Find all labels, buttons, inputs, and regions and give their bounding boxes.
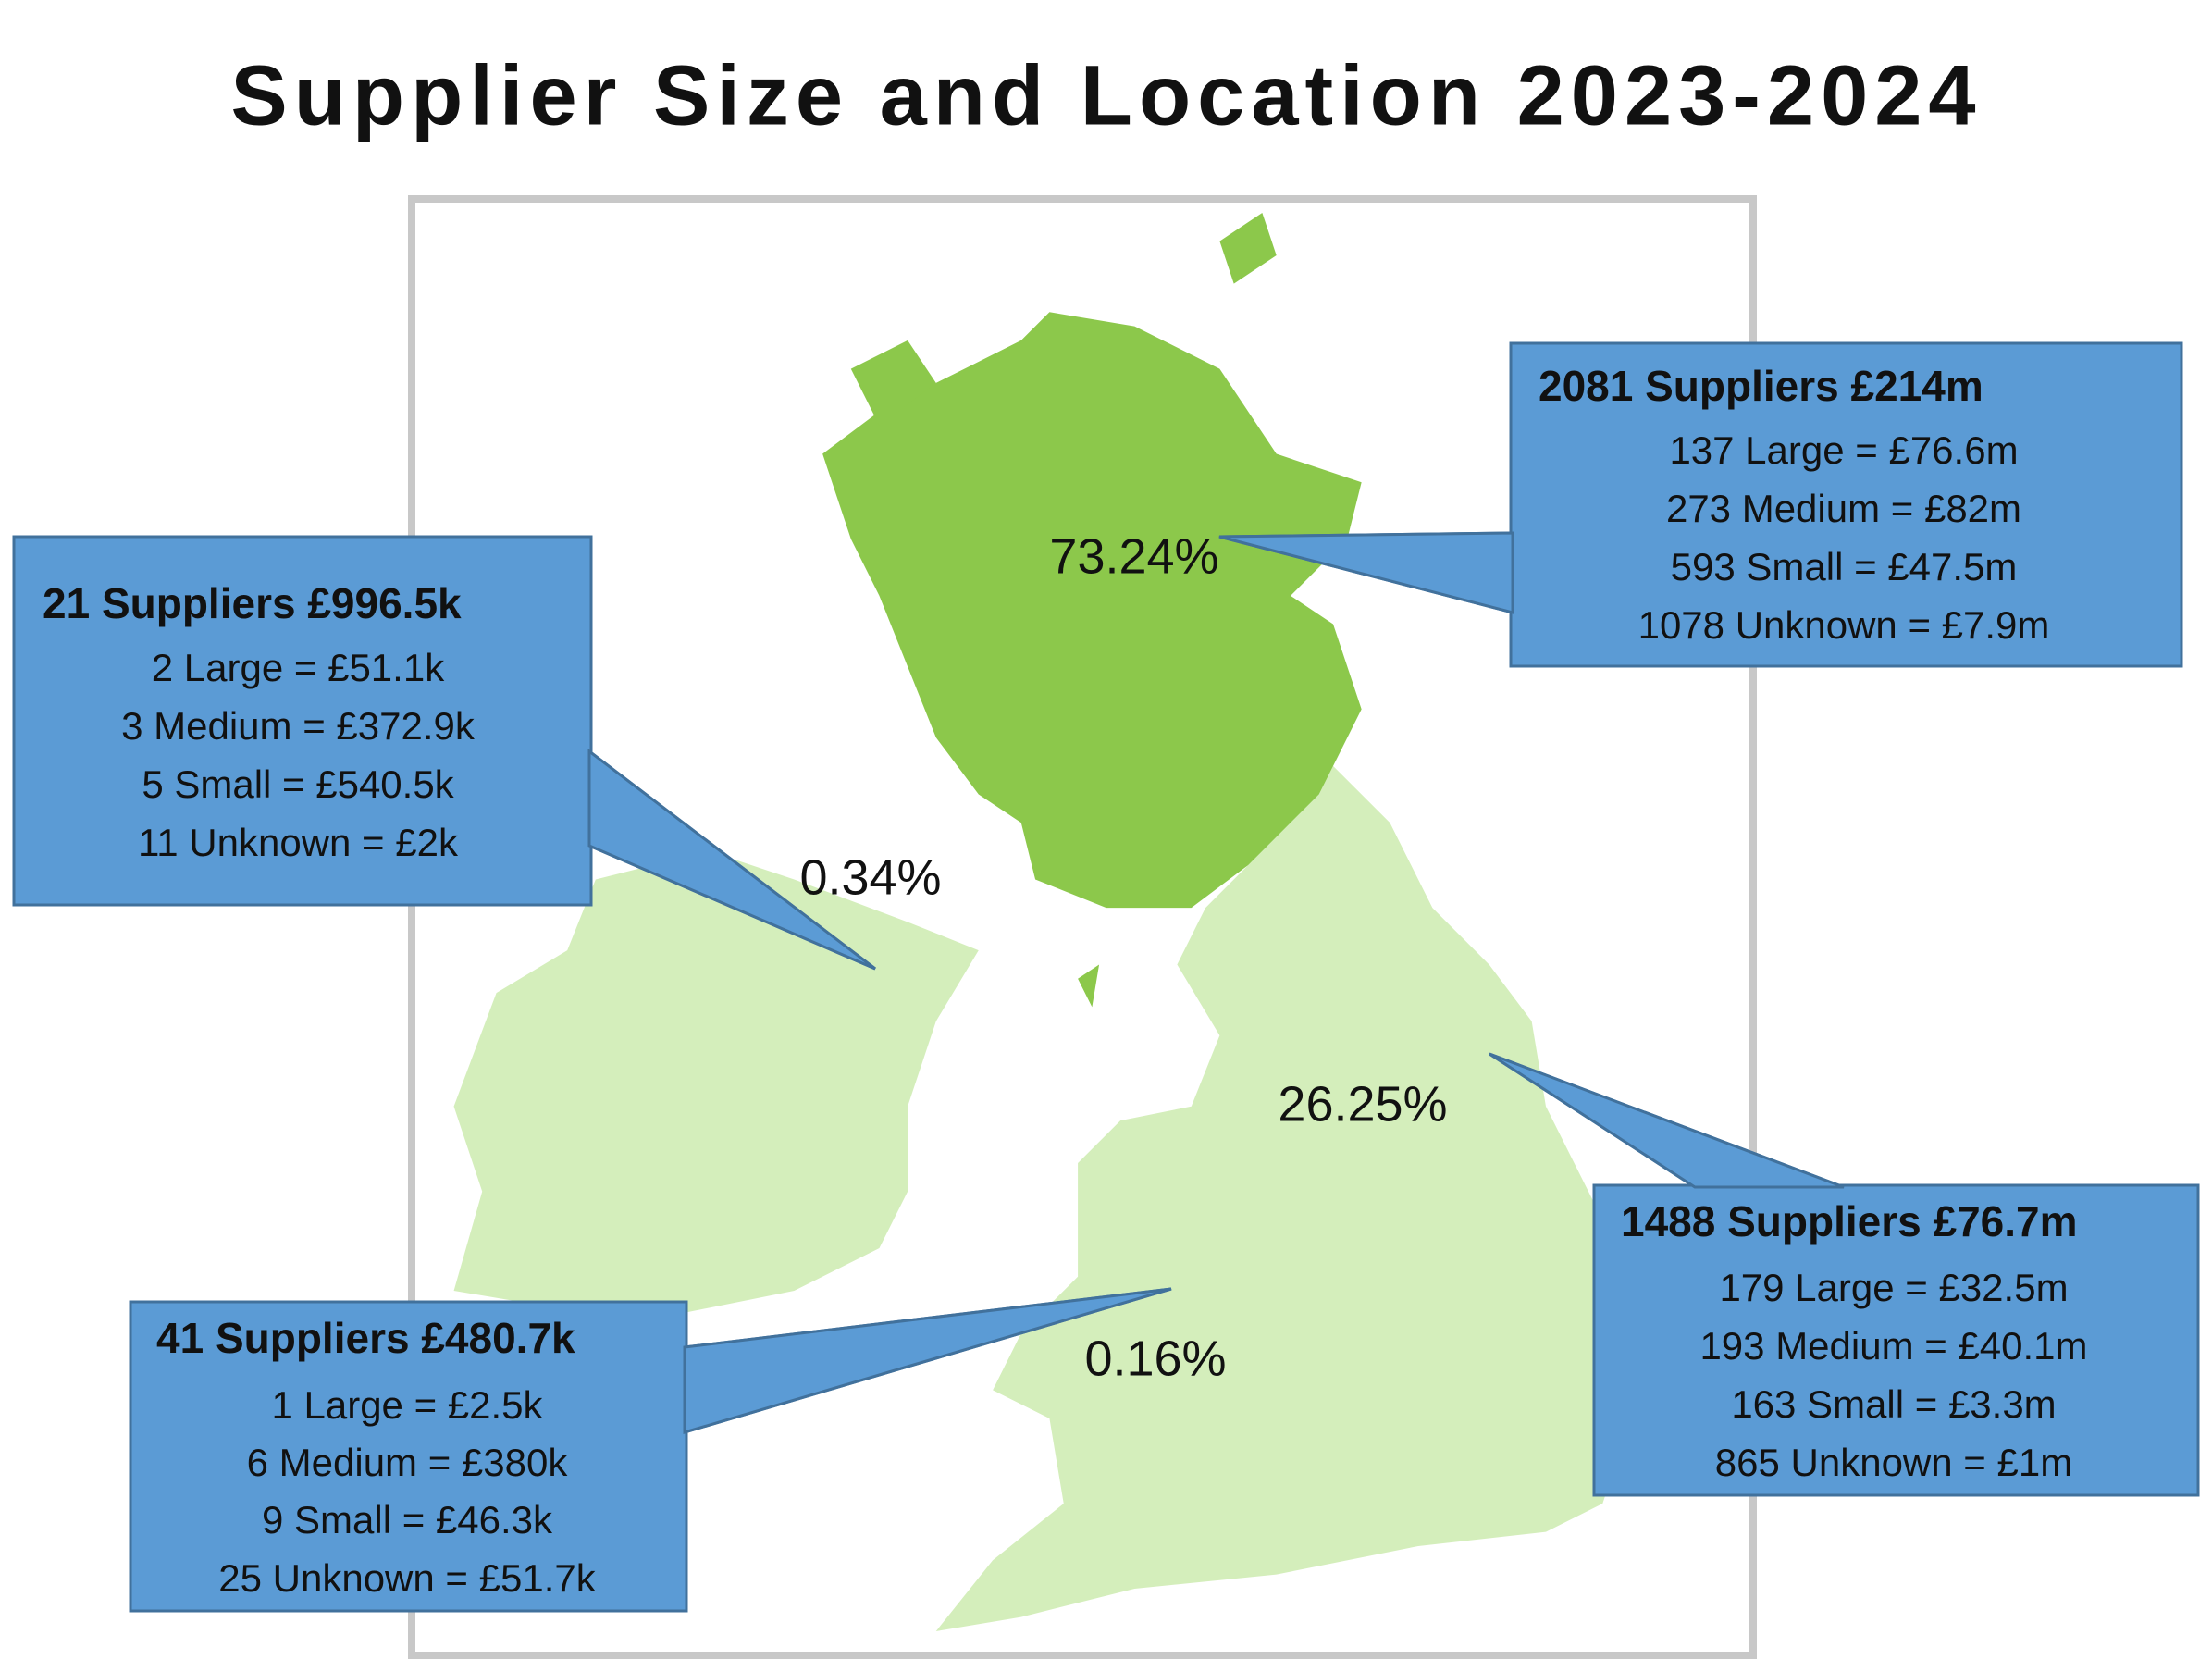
percent: 26.25% bbox=[1278, 1076, 1447, 1132]
callout-line: 2 Large = £51.1k bbox=[152, 646, 445, 689]
callout-line: 1 Large = £2.5k bbox=[271, 1383, 543, 1427]
callout-pointer bbox=[587, 748, 876, 971]
callout-heading: 41 Suppliers £480.7k bbox=[156, 1314, 575, 1362]
callout-pointer bbox=[683, 1287, 1172, 1435]
callout-line: 865 Unknown = £1m bbox=[1715, 1441, 2072, 1484]
map bbox=[453, 212, 1631, 1631]
callout-line: 9 Small = £46.3k bbox=[262, 1498, 553, 1541]
callout-pointer bbox=[1489, 1052, 1845, 1189]
callout-box bbox=[1509, 341, 2183, 668]
callout-line: 1078 Unknown = £7.9m bbox=[1638, 603, 2050, 647]
callout-line: 11 Unknown = £2k bbox=[138, 821, 459, 864]
callout-line: 5 Small = £540.5k bbox=[142, 762, 454, 806]
scotland bbox=[822, 312, 1362, 909]
ireland bbox=[453, 850, 979, 1319]
callout-line: 273 Medium = £82m bbox=[1666, 487, 2021, 530]
callout-line: 179 Large = £32.5m bbox=[1719, 1266, 2068, 1309]
callout-box bbox=[12, 535, 593, 907]
callout-box bbox=[129, 1300, 688, 1613]
callout-line: 137 Large = £76.6m bbox=[1669, 428, 2018, 472]
callout-line: 193 Medium = £40.1m bbox=[1699, 1324, 2087, 1368]
title: Supplier Size and Location 2023-2024 bbox=[230, 48, 1982, 142]
callout-line: 163 Small = £3.3m bbox=[1731, 1382, 2056, 1426]
callout-heading: 1488 Suppliers £76.7m bbox=[1621, 1197, 2078, 1245]
callouts: 2081 Suppliers £214m 137 Large = £76.6m 27… bbox=[12, 341, 2200, 1613]
percent: 0.16% bbox=[1084, 1331, 1226, 1386]
callout-pointer bbox=[1218, 531, 1514, 614]
callout-box bbox=[1592, 1183, 2200, 1497]
callout-line: 3 Medium = £372.9k bbox=[121, 704, 476, 748]
callout-line: 593 Small = £47.5m bbox=[1671, 545, 2018, 588]
percent: 0.34% bbox=[799, 849, 941, 905]
callout-line: 25 Unknown = £51.7k bbox=[218, 1556, 596, 1600]
callout-heading: 21 Suppliers £996.5k bbox=[43, 579, 462, 627]
callout-heading: 2081 Suppliers £214m bbox=[1539, 362, 1983, 410]
callout-line: 6 Medium = £380k bbox=[247, 1441, 569, 1484]
percent: 73.24% bbox=[1049, 528, 1218, 584]
england-wales bbox=[935, 765, 1631, 1631]
